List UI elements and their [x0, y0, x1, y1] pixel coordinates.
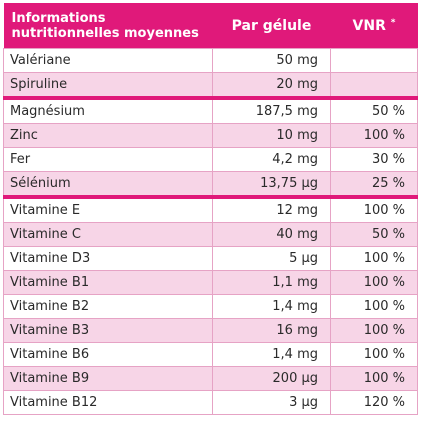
- nutrient-name: Sélénium: [3, 171, 213, 199]
- nutrient-name: Vitamine B12: [3, 390, 213, 415]
- amount-per-capsule: 16 mg: [212, 318, 331, 343]
- amount-per-capsule: 12 mg: [212, 196, 331, 223]
- nutrient-name: Zinc: [3, 123, 213, 148]
- header-vnr-asterisk: *: [390, 17, 396, 28]
- table-row: Vitamine B1 1,1 mg 100 %: [3, 270, 418, 295]
- amount-per-capsule: 4,2 mg: [212, 147, 331, 172]
- table-header-row: Informations nutritionnelles moyennes Pa…: [3, 3, 418, 49]
- amount-per-capsule: 40 mg: [212, 222, 331, 247]
- nutrient-name: Spiruline: [3, 72, 213, 100]
- vnr-percent: 100 %: [330, 318, 418, 343]
- table-row: Vitamine B6 1,4 mg 100 %: [3, 342, 418, 367]
- amount-per-capsule: 3 µg: [212, 390, 331, 415]
- table-row: Vitamine B9 200 µg 100 %: [3, 366, 418, 391]
- nutrient-name: Vitamine B9: [3, 366, 213, 391]
- table-row: Vitamine E 12 mg 100 %: [3, 196, 418, 223]
- table-row: Vitamine D3 5 µg 100 %: [3, 246, 418, 271]
- vnr-percent: 100 %: [330, 196, 418, 223]
- nutrient-name: Valériane: [3, 48, 213, 73]
- nutrient-name: Vitamine B1: [3, 270, 213, 295]
- nutrient-name: Vitamine C: [3, 222, 213, 247]
- amount-per-capsule: 10 mg: [212, 123, 331, 148]
- amount-per-capsule: 1,4 mg: [212, 294, 331, 319]
- vnr-percent: [330, 48, 418, 73]
- nutrient-name: Fer: [3, 147, 213, 172]
- amount-per-capsule: 20 mg: [212, 72, 331, 100]
- nutrient-name: Vitamine E: [3, 196, 213, 223]
- table-row: Zinc 10 mg 100 %: [3, 123, 418, 148]
- table-row: Spiruline 20 mg: [3, 72, 418, 100]
- table-body: Valériane 50 mg Spiruline 20 mg Magnésium 187…: [3, 48, 418, 415]
- vnr-percent: 120 %: [330, 390, 418, 415]
- header-vnr: VNR *: [330, 3, 418, 49]
- table-row: Vitamine B3 16 mg 100 %: [3, 318, 418, 343]
- nutrient-name: Magnésium: [3, 97, 213, 124]
- table-row: Sélénium 13,75 µg 25 %: [3, 171, 418, 199]
- header-name-line2: nutritionnelles moyennes: [11, 25, 199, 41]
- vnr-percent: 30 %: [330, 147, 418, 172]
- vnr-percent: 100 %: [330, 294, 418, 319]
- header-per-capsule: Par gélule: [212, 3, 331, 49]
- amount-per-capsule: 200 µg: [212, 366, 331, 391]
- nutrient-name: Vitamine B3: [3, 318, 213, 343]
- vnr-percent: 100 %: [330, 123, 418, 148]
- nutrient-name: Vitamine D3: [3, 246, 213, 271]
- amount-per-capsule: 1,4 mg: [212, 342, 331, 367]
- header-nutritional-info: Informations nutritionnelles moyennes: [3, 3, 213, 49]
- table-row: Vitamine C 40 mg 50 %: [3, 222, 418, 247]
- table-row: Fer 4,2 mg 30 %: [3, 147, 418, 172]
- vnr-percent: 100 %: [330, 366, 418, 391]
- table-row: Vitamine B12 3 µg 120 %: [3, 390, 418, 415]
- vnr-percent: 50 %: [330, 222, 418, 247]
- amount-per-capsule: 5 µg: [212, 246, 331, 271]
- nutrition-table-container: Informations nutritionnelles moyennes Pa…: [3, 3, 418, 415]
- amount-per-capsule: 187,5 mg: [212, 97, 331, 124]
- table-row: Valériane 50 mg: [3, 48, 418, 73]
- nutrition-table: Informations nutritionnelles moyennes Pa…: [3, 3, 418, 415]
- vnr-percent: 100 %: [330, 342, 418, 367]
- vnr-percent: [330, 72, 418, 100]
- amount-per-capsule: 1,1 mg: [212, 270, 331, 295]
- amount-per-capsule: 50 mg: [212, 48, 331, 73]
- table-row: Magnésium 187,5 mg 50 %: [3, 97, 418, 124]
- nutrient-name: Vitamine B2: [3, 294, 213, 319]
- vnr-percent: 50 %: [330, 97, 418, 124]
- header-name-line1: Informations: [11, 10, 106, 26]
- header-vnr-label: VNR: [352, 17, 386, 34]
- vnr-percent: 100 %: [330, 270, 418, 295]
- table-row: Vitamine B2 1,4 mg 100 %: [3, 294, 418, 319]
- vnr-percent: 100 %: [330, 246, 418, 271]
- vnr-percent: 25 %: [330, 171, 418, 199]
- nutrient-name: Vitamine B6: [3, 342, 213, 367]
- amount-per-capsule: 13,75 µg: [212, 171, 331, 199]
